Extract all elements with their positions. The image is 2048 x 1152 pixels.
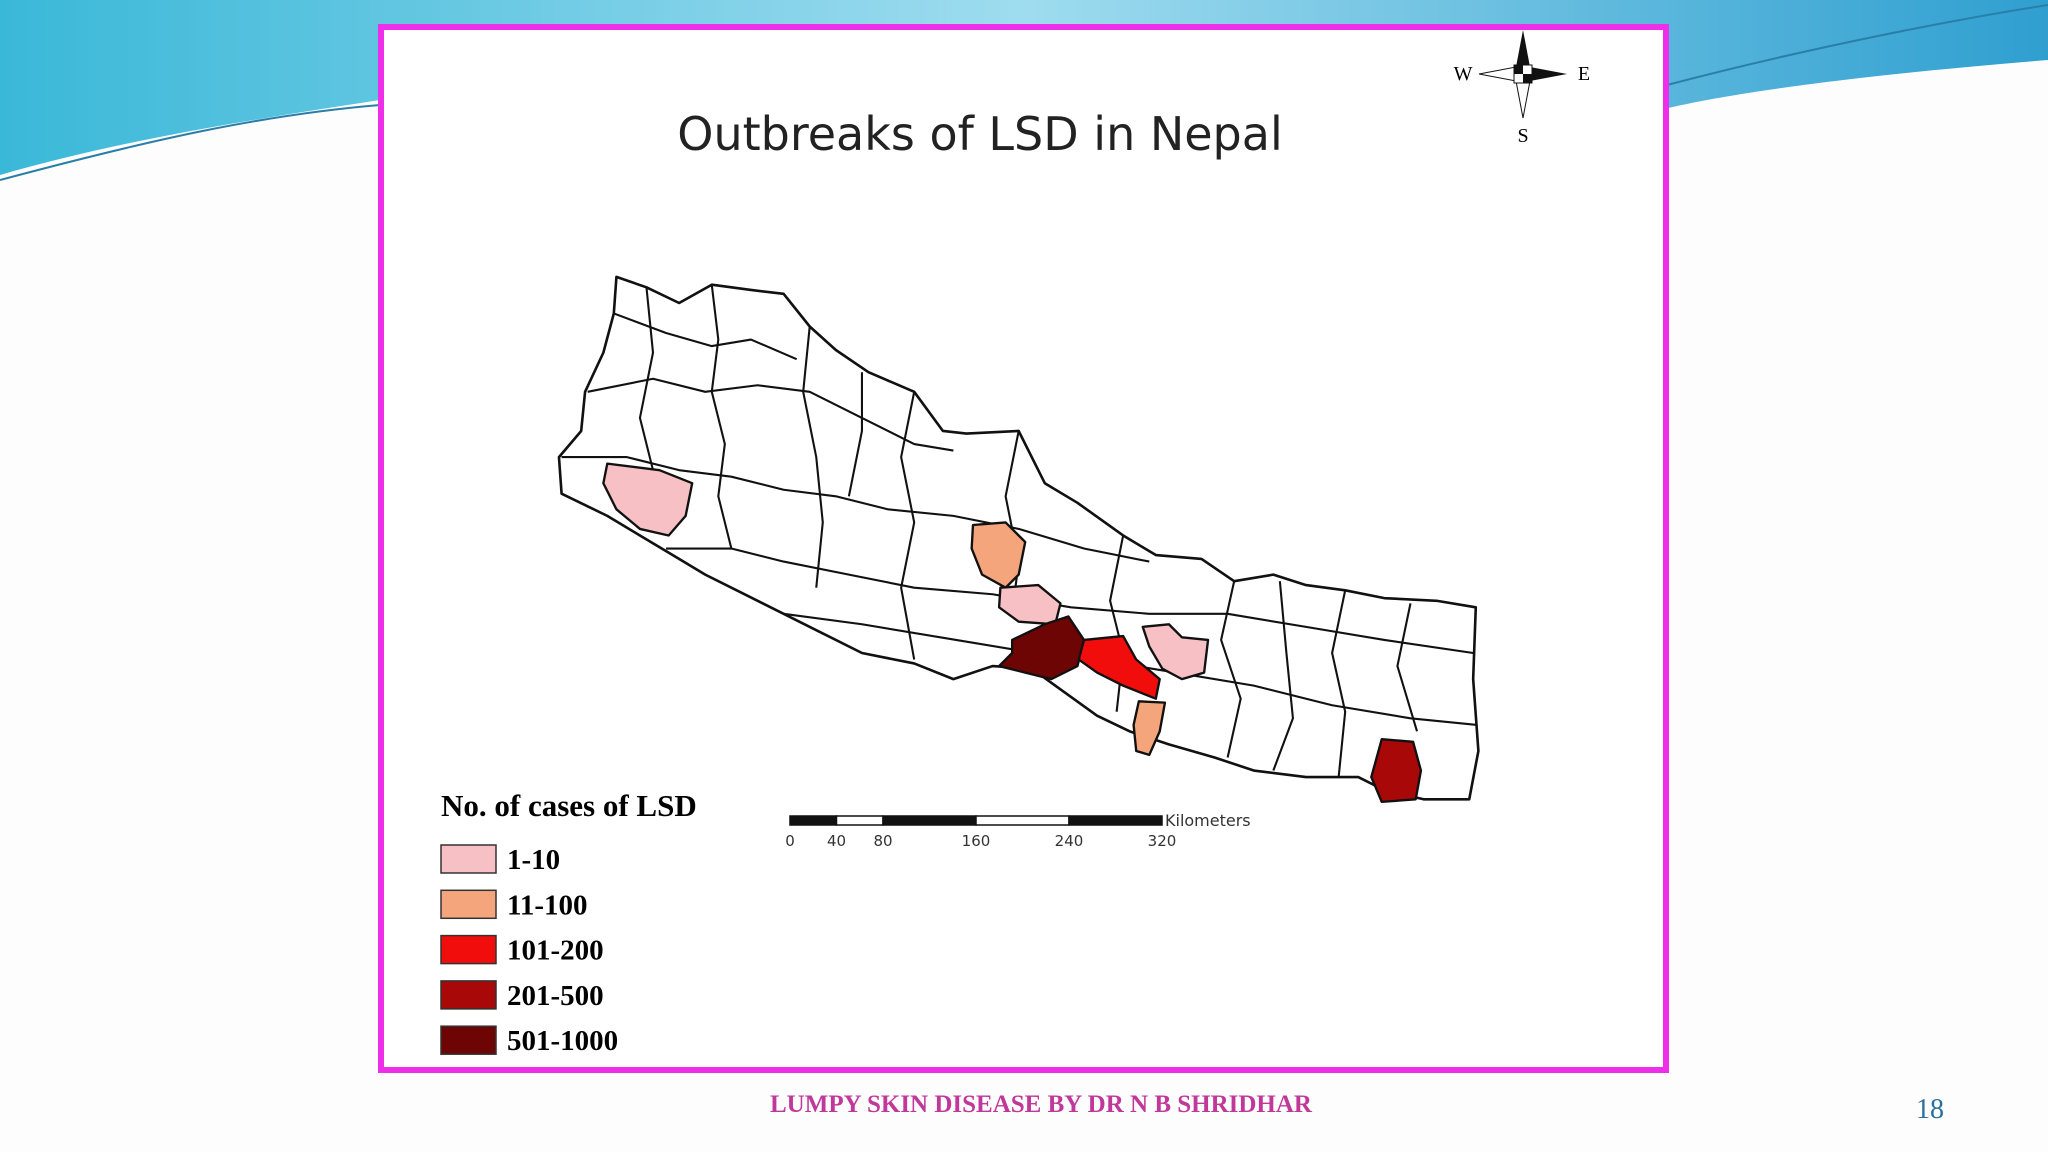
compass: W E S xyxy=(1454,30,1590,147)
scale-tick-label: 40 xyxy=(827,832,846,850)
legend-swatch xyxy=(440,980,497,1010)
legend-label: 101-200 xyxy=(507,935,604,967)
scale-segment xyxy=(1068,815,1163,826)
legend-swatch xyxy=(440,934,497,965)
legend-swatch xyxy=(440,1025,497,1055)
legend-label: 1-10 xyxy=(507,844,560,876)
map-title: Outbreaks of LSD in Nepal xyxy=(677,107,1282,161)
footer: LUMPY SKIN DISEASE BY DR N B SHRIDHAR xyxy=(770,1091,1313,1118)
legend-label: 201-500 xyxy=(507,980,604,1012)
scale-segment xyxy=(789,815,838,826)
page-number: 18 xyxy=(1916,1094,1944,1125)
scale-bar: 0 40 80 160 240 320 Kilometers xyxy=(785,811,1250,850)
scale-segment xyxy=(975,815,1070,826)
compass-south: S xyxy=(1517,125,1528,147)
legend-title: No. of cases of LSD xyxy=(441,788,697,823)
legend-swatch xyxy=(440,844,497,874)
legend-label: 501-1000 xyxy=(507,1025,618,1057)
legend-label: 11-100 xyxy=(507,889,588,921)
affected-districts xyxy=(602,462,1423,804)
scale-segment xyxy=(835,815,884,826)
scale-tick-label: 80 xyxy=(873,832,892,850)
scale-tick-label: 0 xyxy=(785,832,795,850)
compass-west: W xyxy=(1454,63,1473,85)
scale-unit: Kilometers xyxy=(1165,811,1251,830)
legend: 1-10 11-100 101-200 201-500 501-1000 xyxy=(440,844,618,1057)
scale-tick-label: 320 xyxy=(1148,832,1177,850)
scale-segment xyxy=(882,815,977,826)
nepal-map xyxy=(557,275,1480,804)
swoosh-line xyxy=(1666,4,2048,86)
scale-tick-label: 160 xyxy=(962,832,991,850)
swoosh-line xyxy=(0,104,381,181)
compass-east: E xyxy=(1578,63,1590,85)
scale-tick-label: 240 xyxy=(1055,832,1084,850)
legend-swatch xyxy=(440,889,497,920)
